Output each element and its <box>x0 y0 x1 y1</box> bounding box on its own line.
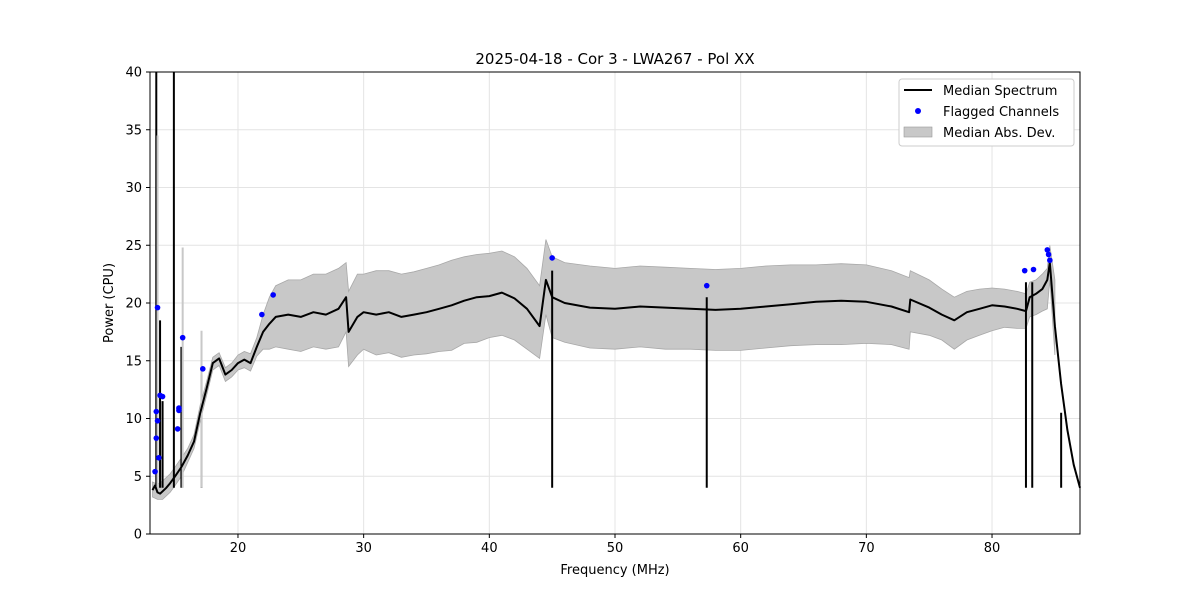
mad-band-layer <box>152 239 1056 500</box>
y-tick-label: 20 <box>125 297 142 312</box>
y-tick-label: 5 <box>134 470 142 485</box>
x-tick-label: 40 <box>481 541 498 556</box>
y-tick-label: 35 <box>125 123 142 138</box>
x-axis-ticks: 20 30 40 50 60 70 80 <box>230 534 1001 556</box>
y-axis-label: Power (CPU) <box>102 263 117 343</box>
chart-title: 2025-04-18 - Cor 3 - LWA267 - Pol XX <box>475 50 754 68</box>
y-tick-label: 40 <box>125 66 142 81</box>
y-tick-label: 10 <box>125 412 142 427</box>
y-tick-label: 0 <box>134 528 142 543</box>
median-line-layer <box>151 261 1081 495</box>
flagged-point <box>152 468 158 475</box>
flagged-point <box>199 366 206 372</box>
flagged-point <box>1047 257 1053 264</box>
flagged-point <box>154 418 161 424</box>
x-tick-label: 30 <box>355 541 372 556</box>
flagged-point <box>1045 251 1052 258</box>
x-tick-label: 50 <box>607 541 624 556</box>
flagged-point <box>153 435 160 441</box>
median-spectrum-line <box>151 261 1081 495</box>
flagged-point <box>155 454 162 461</box>
flagged-point <box>1044 247 1051 253</box>
flagged-point <box>1030 266 1037 273</box>
legend-box <box>898 78 1075 147</box>
legend-band-swatch <box>903 126 933 138</box>
flagged-point <box>270 292 276 298</box>
y-tick-label: 25 <box>125 239 142 254</box>
legend-label-mad: Median Abs. Dev. <box>943 126 1055 141</box>
legend-label-median: Median Spectrum <box>943 84 1057 99</box>
flagged-point <box>703 282 710 289</box>
flagged-point <box>174 426 181 432</box>
legend: Median Spectrum Flagged Channels Median … <box>898 78 1075 147</box>
y-axis-ticks: 0 5 10 15 20 25 30 35 40 <box>125 66 150 543</box>
x-tick-label: 20 <box>230 541 247 556</box>
x-axis-label: Frequency (MHz) <box>560 563 669 578</box>
flagged-point <box>176 405 182 411</box>
flagged-point <box>153 408 160 415</box>
y-tick-label: 30 <box>125 181 142 196</box>
y-tick-label: 15 <box>125 354 142 369</box>
flagged-point <box>259 311 265 318</box>
x-tick-label: 60 <box>732 541 749 556</box>
flagged-point <box>159 393 166 400</box>
flagged-point <box>1021 267 1028 274</box>
flagged-point <box>549 255 555 261</box>
legend-label-flagged: Flagged Channels <box>943 105 1059 120</box>
flagged-channels-layer <box>152 247 1053 475</box>
x-tick-label: 70 <box>858 541 875 556</box>
x-tick-label: 80 <box>984 541 1001 556</box>
flagged-point <box>154 304 161 311</box>
legend-dot-swatch <box>915 108 921 114</box>
flagged-point <box>179 334 186 341</box>
mad-band <box>152 239 1056 500</box>
